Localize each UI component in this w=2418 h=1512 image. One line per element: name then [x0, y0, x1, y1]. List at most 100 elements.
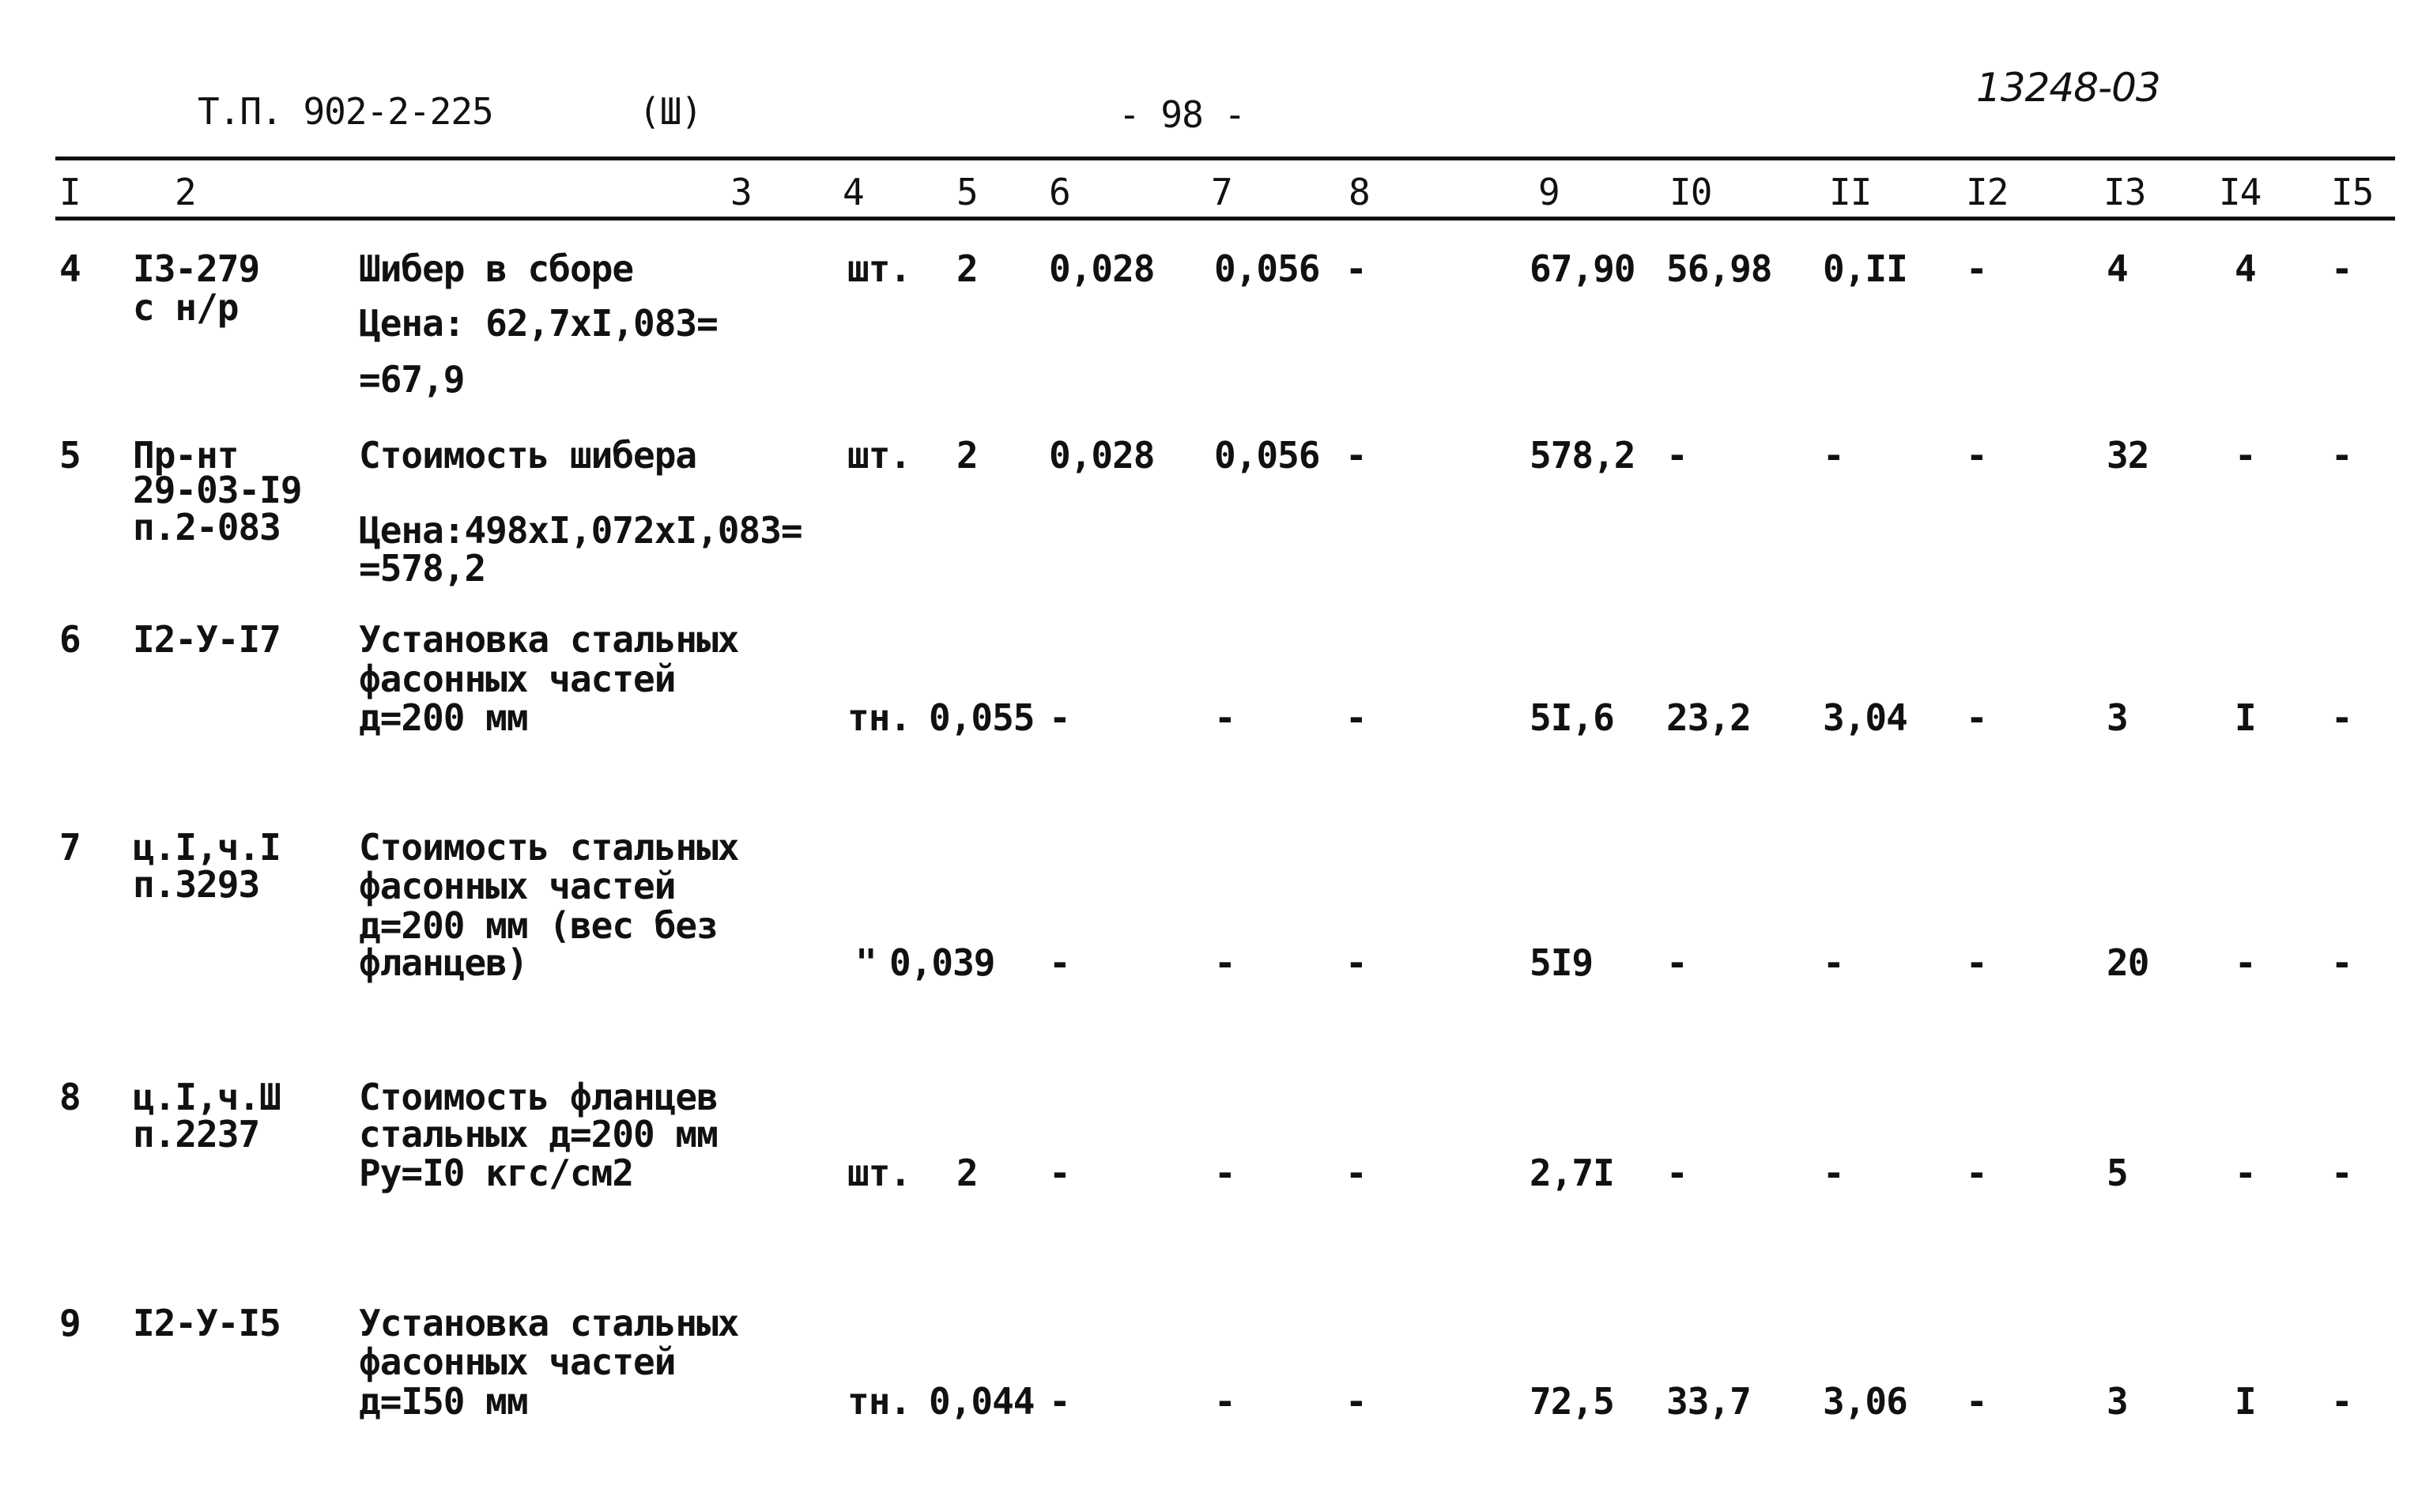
row-cell-6: - [1049, 696, 1071, 739]
row-description-line: Стоимость стальных [359, 826, 739, 869]
row-cell-15: - [2331, 941, 2353, 984]
row-cell-8: - [1345, 696, 1367, 739]
project-code: Т.П. 902-2-225 [198, 90, 494, 133]
row-cell-11: - [1823, 941, 1845, 984]
row-unit: шт. [847, 247, 911, 290]
row-description-line: Стоимость шибера [359, 434, 697, 477]
row-description-line: Установка стальных [359, 1302, 739, 1344]
row-description-line: Ру=I0 кгс/см2 [359, 1152, 634, 1194]
row-cell-8: - [1345, 941, 1367, 984]
row-number: 7 [59, 826, 81, 869]
row-description-line: Шибер в сборе [359, 247, 634, 290]
row-cell-9: 578,2 [1530, 434, 1635, 477]
column-header-13: I3 [2103, 171, 2146, 213]
row-cell-12: - [1966, 941, 1988, 984]
row-cell-7: - [1214, 941, 1236, 984]
row-cell-13: 3 [2107, 696, 2129, 739]
row-code-line: ц.I,ч.I [133, 826, 281, 869]
row-cell-7: - [1214, 1152, 1236, 1194]
row-description-line: Стоимость фланцев [359, 1076, 719, 1118]
row-description-line: Установка стальных [359, 618, 739, 661]
row-cell-10: 56,98 [1666, 247, 1772, 290]
row-code-line: ц.I,ч.Ш [133, 1076, 281, 1118]
row-cell-7: 0,056 [1214, 247, 1320, 290]
row-cell-14: I [2235, 696, 2257, 739]
row-description-line: д=200 мм (вес без [359, 904, 719, 947]
row-cell-14: - [2235, 941, 2257, 984]
row-cell-15: - [2331, 434, 2353, 477]
row-cell-15: - [2331, 1380, 2353, 1423]
row-description-line: фланцев) [359, 941, 529, 984]
row-cell-13: 3 [2107, 1380, 2129, 1423]
row-cell-9: 2,7I [1530, 1152, 1615, 1194]
row-description-line: д=200 мм [359, 696, 529, 739]
row-description-line: Цена: 62,7хI,083= [359, 302, 719, 345]
header-bottom-rule [55, 217, 2395, 221]
column-header-2: 2 [175, 171, 197, 213]
row-code-line: п.2-083 [133, 506, 281, 549]
column-header-12: I2 [1966, 171, 2009, 213]
row-number: 8 [59, 1076, 81, 1118]
row-cell-12: - [1966, 247, 1988, 290]
row-cell-10: - [1666, 941, 1688, 984]
row-cell-15: - [2331, 696, 2353, 739]
row-cell-13: 5 [2107, 1152, 2129, 1194]
row-cell-7: - [1214, 696, 1236, 739]
row-code-line: п.3293 [133, 863, 260, 906]
column-header-14: I4 [2219, 171, 2261, 213]
row-quantity: 0,044 [929, 1380, 1035, 1423]
column-header-9: 9 [1538, 171, 1560, 213]
column-header-4: 4 [843, 171, 865, 213]
row-description-line: =578,2 [359, 547, 486, 590]
row-cell-12: - [1966, 1380, 1988, 1423]
row-quantity: 2 [956, 434, 979, 477]
row-unit: шт. [847, 1152, 911, 1194]
row-cell-15: - [2331, 1152, 2353, 1194]
row-cell-13: 32 [2107, 434, 2149, 477]
row-description-line: =67,9 [359, 358, 465, 401]
row-quantity: 2 [956, 247, 979, 290]
row-cell-14: - [2235, 1152, 2257, 1194]
row-cell-7: - [1214, 1380, 1236, 1423]
row-description-line: стальных д=200 мм [359, 1113, 719, 1156]
column-header-11: II [1829, 171, 1872, 213]
row-description-line: д=I50 мм [359, 1380, 529, 1423]
row-cell-8: - [1345, 434, 1367, 477]
row-cell-11: 3,04 [1823, 696, 1908, 739]
row-description-line: фасонных частей [359, 865, 676, 907]
column-header-8: 8 [1349, 171, 1371, 213]
column-header-7: 7 [1211, 171, 1233, 213]
row-number: 4 [59, 247, 81, 290]
row-quantity: 0,055 [929, 696, 1035, 739]
row-cell-11: - [1823, 1152, 1845, 1194]
row-cell-8: - [1345, 247, 1367, 290]
row-cell-12: - [1966, 434, 1988, 477]
row-number: 6 [59, 618, 81, 661]
row-code-line: п.2237 [133, 1113, 260, 1156]
row-cell-6: - [1049, 1152, 1071, 1194]
header-top-rule [55, 156, 2395, 160]
row-cell-11: 0,II [1823, 247, 1908, 290]
row-quantity: 2 [956, 1152, 979, 1194]
row-cell-14: 4 [2235, 247, 2257, 290]
row-cell-6: - [1049, 941, 1071, 984]
row-cell-13: 4 [2107, 247, 2129, 290]
row-number: 5 [59, 434, 81, 477]
row-code-line: I2-У-I7 [133, 618, 281, 661]
column-header-15: I5 [2331, 171, 2374, 213]
row-unit: шт. [847, 434, 911, 477]
page-number: - 98 - [1118, 93, 1246, 136]
row-description-line: фасонных частей [359, 658, 676, 700]
row-cell-11: - [1823, 434, 1845, 477]
column-header-10: I0 [1669, 171, 1712, 213]
column-header-5: 5 [956, 171, 979, 213]
row-cell-12: - [1966, 696, 1988, 739]
row-cell-9: 5I9 [1530, 941, 1594, 984]
row-cell-10: - [1666, 434, 1688, 477]
row-cell-6: 0,028 [1049, 434, 1155, 477]
row-code-line: 29-03-I9 [133, 469, 303, 511]
row-code-line: Пр-нт [133, 434, 239, 477]
row-description-line: Цена:498хI,072хI,083= [359, 509, 803, 552]
row-cell-10: 33,7 [1666, 1380, 1752, 1423]
row-cell-8: - [1345, 1152, 1367, 1194]
